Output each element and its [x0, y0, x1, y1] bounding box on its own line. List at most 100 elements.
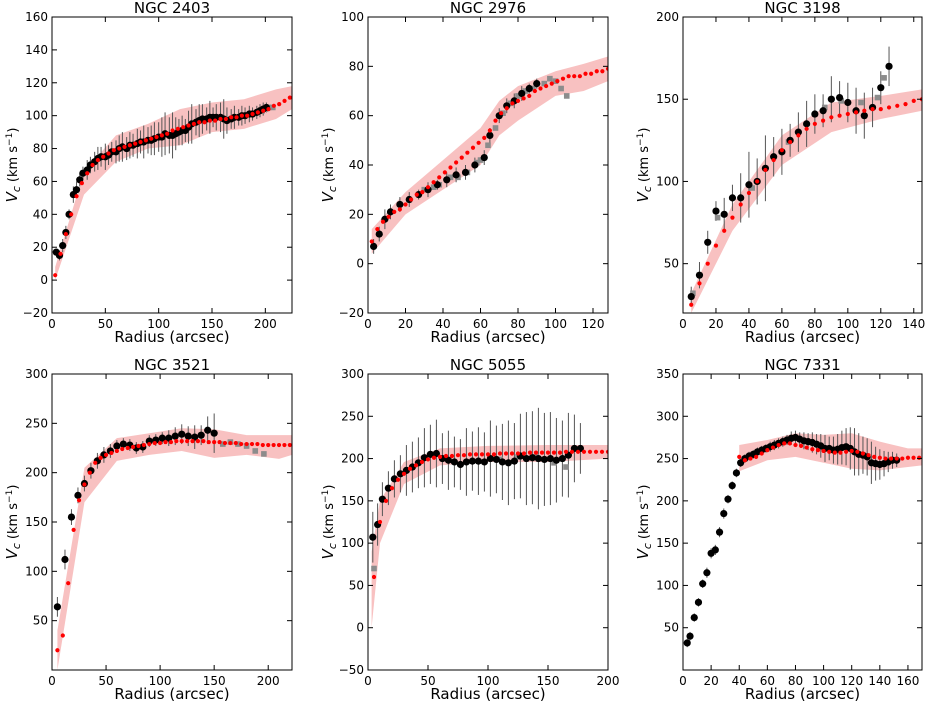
- model-point: [793, 442, 798, 448]
- model-point: [594, 69, 599, 74]
- model-point: [217, 439, 222, 445]
- model-point: [759, 451, 764, 456]
- x-tick-label: 40: [741, 317, 756, 331]
- model-point: [170, 128, 175, 133]
- model-point: [207, 118, 212, 123]
- model-point: [557, 450, 563, 455]
- x-axis-label: Radius (arcsec): [745, 685, 860, 701]
- y-tick-label: 20: [33, 240, 48, 254]
- x-tick-label: 0: [48, 674, 56, 688]
- model-point: [461, 453, 467, 458]
- observed-data-point: [724, 495, 732, 503]
- x-tick-label: 20: [708, 317, 723, 331]
- model-point: [419, 459, 425, 465]
- y-tick-label: 250: [341, 409, 364, 423]
- panel-title: NGC 2403: [134, 0, 210, 17]
- y-tick-label: 150: [656, 536, 679, 550]
- secondary-data-point: [563, 464, 569, 470]
- secondary-data-point: [515, 93, 521, 99]
- y-axis-label: Vc (km s−1): [319, 485, 339, 560]
- x-tick-label: 200: [254, 317, 277, 331]
- model-point: [244, 441, 249, 447]
- observed-data-point: [533, 80, 541, 88]
- y-axis-label-part: −1: [5, 490, 15, 503]
- x-tick-label: 60: [473, 317, 488, 331]
- observed-data-point: [158, 434, 166, 442]
- observed-data-point: [504, 459, 512, 467]
- model-point: [862, 108, 867, 113]
- secondary-data-point: [838, 98, 845, 104]
- x-axis-label: Radius (arcsec): [114, 328, 229, 346]
- model-point: [479, 452, 485, 457]
- model-point: [271, 442, 276, 448]
- model-point: [63, 231, 68, 237]
- model-point: [493, 118, 498, 123]
- panel-title: NGC 5055: [450, 356, 526, 374]
- observed-data-point: [686, 632, 694, 640]
- x-tick-label: 100: [812, 674, 835, 688]
- x-tick-label: 40: [732, 674, 747, 688]
- x-tick-label: 100: [147, 317, 170, 331]
- model-point: [853, 110, 859, 115]
- y-axis-label: Vc (km s−1): [634, 485, 654, 560]
- model-point: [812, 121, 817, 126]
- y-axis-label-part: c: [10, 543, 23, 549]
- y-tick-label: 40: [349, 158, 364, 172]
- model-point: [832, 450, 837, 455]
- secondary-data-point: [858, 99, 864, 106]
- y-tick-label: 350: [656, 367, 679, 381]
- observed-data-point: [558, 454, 567, 463]
- model-point: [473, 452, 479, 457]
- y-axis-label-part: V: [634, 190, 652, 202]
- model-point: [605, 449, 608, 454]
- observed-data-point: [178, 430, 186, 438]
- model-point: [905, 455, 911, 460]
- model-point: [168, 439, 174, 445]
- chart-panel-3: 0 20 40 60 80 100 120 140 50 100 150 200 NGC 3198 Rad…: [634, 0, 925, 346]
- model-point: [66, 581, 71, 586]
- observed-data-point: [486, 131, 494, 139]
- secondary-data-point: [492, 125, 499, 131]
- chart-panel-4: 0 50 100 150 200 50 100 150 200 250 300 NGC 3521 Rad…: [3, 356, 293, 703]
- y-tick-label: 100: [656, 578, 679, 592]
- model-point: [223, 116, 228, 122]
- observed-data-point: [197, 431, 205, 439]
- observed-data-point: [811, 110, 819, 118]
- x-tick-label: 150: [201, 317, 224, 331]
- model-point: [266, 106, 271, 112]
- model-point: [467, 452, 473, 457]
- observed-data-point: [486, 454, 494, 463]
- panel-frame: [51, 373, 293, 671]
- y-tick-label: 40: [33, 207, 48, 221]
- y-axis-label-part: −1: [321, 490, 331, 503]
- y-axis-label-part: V: [319, 547, 337, 559]
- observed-data-point: [67, 513, 76, 521]
- x-tick-label: 80: [807, 317, 822, 331]
- model-point: [527, 93, 532, 99]
- y-tick-label: 300: [341, 367, 364, 381]
- plot-area: [369, 56, 608, 254]
- model-point: [730, 215, 735, 220]
- model-point: [175, 126, 180, 131]
- y-axis-label-part: ): [637, 485, 652, 490]
- model-point: [218, 116, 223, 122]
- model-point: [575, 449, 581, 454]
- model-point: [796, 133, 801, 138]
- observed-data-point: [794, 128, 802, 136]
- y-tick-label: 100: [341, 10, 364, 24]
- observed-data-point: [480, 154, 488, 162]
- observed-data-point: [703, 569, 711, 577]
- model-point: [95, 157, 100, 163]
- observed-data-point: [525, 84, 533, 93]
- observed-data-point: [528, 454, 537, 462]
- model-point: [599, 449, 605, 454]
- model-point: [697, 281, 702, 286]
- observed-data-point: [683, 639, 691, 647]
- x-tick-label: 150: [537, 674, 560, 688]
- y-axis-label-part: (km s: [6, 146, 21, 182]
- model-point: [287, 442, 292, 448]
- model-point: [810, 447, 815, 452]
- model-point: [821, 118, 826, 123]
- observed-data-point: [59, 241, 67, 250]
